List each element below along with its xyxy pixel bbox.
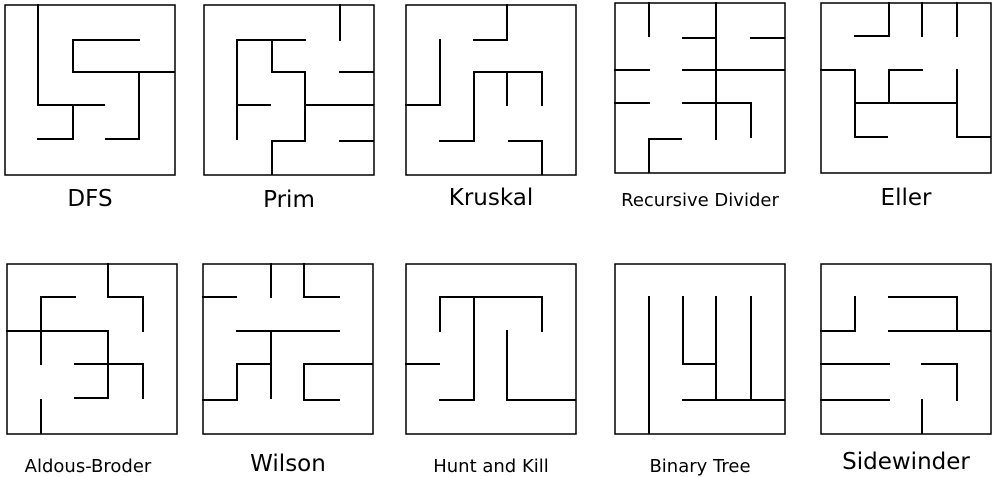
maze-label-kruskal: Kruskal: [448, 185, 534, 211]
maze-label-hunt-and-kill: Hunt and Kill: [433, 456, 549, 477]
maze-grid-wilson: [202, 263, 374, 435]
maze-label-wilson: Wilson: [250, 451, 326, 477]
maze-label-dfs: DFS: [67, 186, 113, 212]
maze-grid-recursive-divider: [614, 2, 786, 174]
maze-grid-sidewinder: [820, 263, 992, 435]
maze-grid-hunt-and-kill: [405, 263, 577, 435]
maze-label-recursive-divider: Recursive Divider: [621, 190, 779, 211]
maze-grid-dfs: [4, 4, 176, 176]
maze-grid-aldous-broder: [6, 263, 178, 435]
maze-label-eller: Eller: [880, 185, 932, 211]
maze-label-sidewinder: Sidewinder: [842, 449, 970, 475]
maze-label-aldous-broder: Aldous-Broder: [24, 456, 152, 477]
maze-grid-prim: [203, 4, 375, 176]
maze-label-binary-tree: Binary Tree: [649, 456, 751, 477]
maze-grid-kruskal: [405, 4, 577, 176]
maze-grid-binary-tree: [614, 263, 786, 435]
maze-grid-eller: [820, 2, 992, 174]
maze-label-prim: Prim: [263, 187, 315, 213]
